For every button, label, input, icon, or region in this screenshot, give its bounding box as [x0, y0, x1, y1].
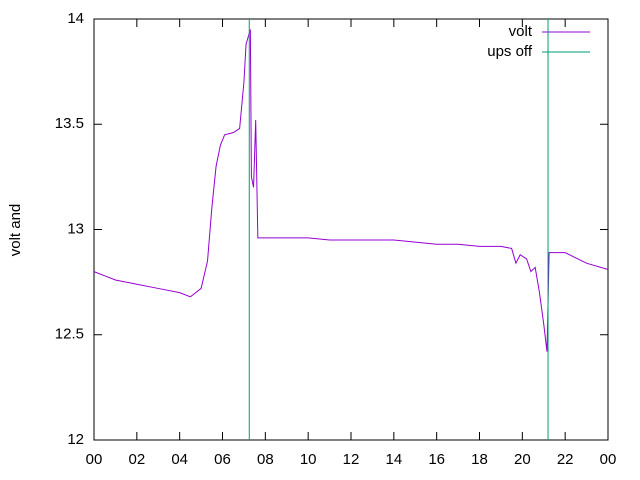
- x-tick-label: 08: [257, 451, 274, 468]
- series-line: [248, 19, 549, 440]
- y-tick-label: 14: [67, 10, 84, 27]
- legend-label: ups off: [487, 43, 533, 60]
- x-tick-label: 14: [385, 451, 402, 468]
- x-tick-label: 16: [428, 451, 445, 468]
- x-tick-label: 06: [214, 451, 231, 468]
- x-tick-label: 02: [128, 451, 145, 468]
- y-tick-label: 13.5: [55, 115, 84, 132]
- x-tick-label: 10: [300, 451, 317, 468]
- x-tick-label: 00: [600, 451, 617, 468]
- x-tick-label: 18: [471, 451, 488, 468]
- y-tick-label: 12: [67, 431, 84, 448]
- x-tick-label: 22: [557, 451, 574, 468]
- x-tick-label: 12: [343, 451, 360, 468]
- y-tick-label: 13: [67, 220, 84, 237]
- x-tick-label: 20: [514, 451, 531, 468]
- legend-label: volt: [509, 23, 533, 40]
- x-tick-label: 04: [171, 451, 188, 468]
- plot-frame: [93, 18, 609, 441]
- x-tick-label: 00: [86, 451, 103, 468]
- y-axis-label: volt and: [7, 204, 24, 257]
- series-line: [93, 29, 609, 352]
- y-tick-label: 12.5: [55, 326, 84, 343]
